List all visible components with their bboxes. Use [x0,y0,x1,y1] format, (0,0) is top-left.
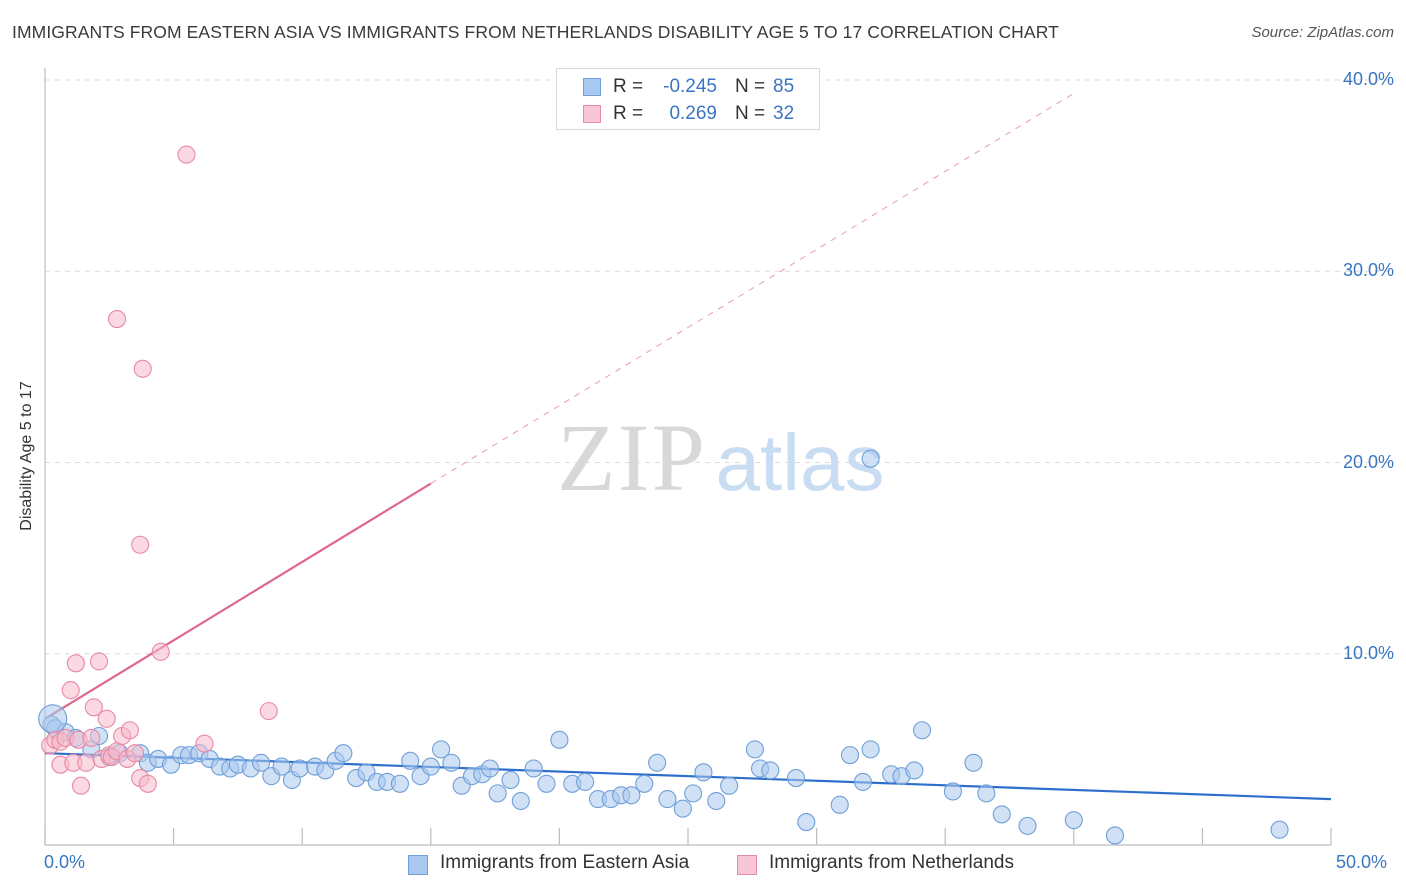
data-point-eastern-asia [401,751,420,770]
data-point-netherlands [131,535,150,554]
data-point-eastern-asia [830,795,849,814]
data-point-netherlands [107,310,127,329]
x-tick-label-max: 50.0% [1336,852,1388,872]
gridlines [45,79,1392,655]
data-point-eastern-asia [1270,820,1289,839]
data-point-eastern-asia [1064,811,1083,830]
data-point-eastern-asia [786,769,806,788]
data-point-netherlands [120,721,139,740]
data-point-netherlands [133,359,152,378]
data-point-eastern-asia [673,799,692,818]
data-point-eastern-asia [861,740,880,759]
data-point-eastern-asia [913,721,932,740]
r-label: R = [613,76,644,97]
data-point-eastern-asia [964,753,983,772]
watermark-zip: ZIP [557,404,707,511]
data-point-eastern-asia [658,790,677,809]
data-point-eastern-asia [622,786,641,805]
data-point-netherlands [66,654,85,673]
data-point-eastern-asia [1018,816,1037,835]
r-value: 0.269 [669,103,717,124]
data-point-eastern-asia [977,784,996,803]
y-tick-label: 40.0% [1342,69,1394,89]
legend-swatch-pink [737,855,757,875]
trend-line-netherlands-extension [430,92,1075,485]
data-point-eastern-asia [853,772,872,791]
y-tick-label: 30.0% [1342,260,1394,281]
data-point-netherlands [84,698,103,717]
source-credit: Source: ZipAtlas.com [1251,24,1394,41]
data-point-netherlands [61,681,80,700]
y-tick-label: 10.0% [1342,642,1394,663]
data-point-eastern-asia [905,761,924,780]
data-point-netherlands [77,753,96,772]
data-point-eastern-asia [524,759,543,778]
data-point-eastern-asia [334,744,353,763]
data-point-netherlands [125,744,145,763]
data-point-netherlands [195,734,214,753]
data-point-eastern-asia [635,774,654,793]
data-point-eastern-asia [511,791,530,811]
data-point-eastern-asia [550,730,569,749]
data-point-eastern-asia [480,759,500,778]
r-value: -0.245 [663,76,717,97]
data-point-eastern-asia [442,753,461,772]
y-tick-label: 20.0% [1342,451,1394,472]
stats-swatch-blue [583,78,601,96]
data-point-eastern-asia [251,753,271,772]
data-point-eastern-asia [992,805,1011,824]
data-point-eastern-asia [648,753,667,772]
data-point-eastern-asia [501,770,520,790]
data-point-eastern-asia [797,812,816,832]
r-label: R = [613,103,644,124]
chart-title: IMMIGRANTS FROM EASTERN ASIA VS IMMIGRAN… [12,22,1059,42]
legend-label: Immigrants from Netherlands [769,852,1014,873]
data-point-eastern-asia [840,746,860,765]
n-value: 85 [773,76,795,97]
n-label: N = [735,76,766,97]
watermark-atlas: atlas [716,418,885,507]
legend: Immigrants from Eastern Asia Immigrants … [0,852,1406,878]
data-point-eastern-asia [861,449,880,468]
data-point-eastern-asia [684,784,703,803]
data-point-netherlands [89,652,109,671]
legend-swatch-blue [408,855,428,875]
data-point-eastern-asia [943,782,962,801]
trend-line-netherlands [44,482,432,720]
data-point-eastern-asia [720,776,739,795]
watermark: ZIP atlas [557,404,884,511]
data-point-eastern-asia [432,740,451,759]
data-point-eastern-asia [1105,826,1125,845]
data-point-eastern-asia [537,774,556,793]
legend-label: Immigrants from Eastern Asia [440,852,690,873]
stats-box: R = -0.245 N = 85 R = 0.269 N = 32 [556,68,820,130]
data-point-eastern-asia [390,774,409,793]
data-point-eastern-asia [421,757,440,776]
data-point-eastern-asia [745,740,764,759]
data-point-eastern-asia [707,791,726,811]
data-point-eastern-asia [576,772,595,791]
data-point-netherlands [259,702,278,721]
data-point-eastern-asia [272,757,291,776]
data-point-eastern-asia [38,704,68,734]
data-point-netherlands [151,642,170,661]
n-label: N = [735,103,766,124]
data-point-netherlands [71,776,91,795]
data-point-eastern-asia [290,759,309,778]
x-tick-label-min: 0.0% [44,852,86,872]
data-points [38,145,1289,845]
data-point-netherlands [138,774,157,793]
data-point-netherlands [177,145,196,164]
data-point-eastern-asia [761,761,780,780]
data-point-eastern-asia [694,763,713,782]
n-value: 32 [773,103,795,124]
data-point-netherlands [82,728,101,747]
stats-swatch-pink [583,105,601,123]
data-point-netherlands [97,709,116,728]
data-point-eastern-asia [488,784,507,803]
